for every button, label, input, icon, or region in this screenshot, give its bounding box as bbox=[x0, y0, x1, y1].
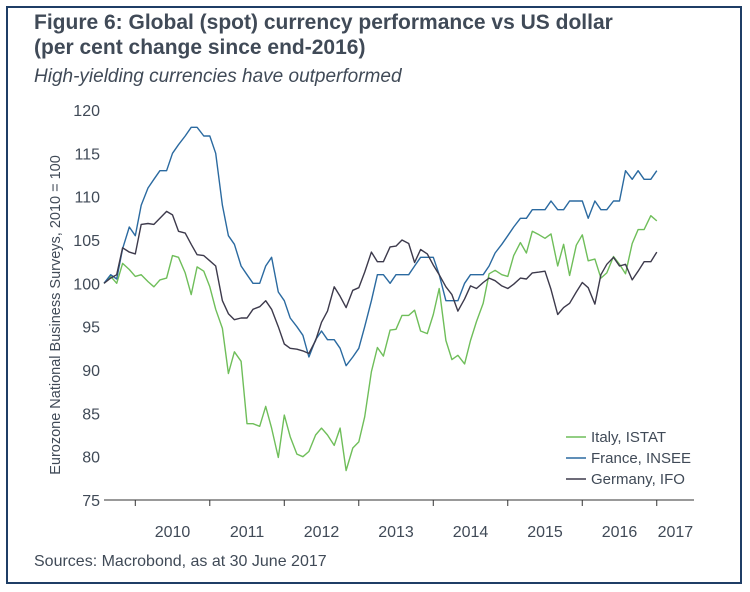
legend-label-italy: Italy, ISTAT bbox=[591, 429, 666, 446]
figure-frame bbox=[6, 6, 742, 584]
legend-label-germany: Germany, IFO bbox=[591, 471, 685, 488]
y-tick-label: 90 bbox=[82, 363, 100, 380]
chart-title-line-1: Figure 6: Global (spot) currency perform… bbox=[34, 11, 613, 34]
x-tick-label: 2012 bbox=[304, 524, 340, 541]
x-tick-label: 2011 bbox=[230, 524, 265, 541]
x-tick-label: 2014 bbox=[453, 524, 489, 541]
x-tick-label: 2010 bbox=[155, 524, 191, 541]
series-line-france bbox=[103, 126, 658, 367]
legend-label-france: France, INSEE bbox=[591, 450, 691, 467]
chart-subtitle: High-yielding currencies have outperform… bbox=[34, 66, 402, 87]
y-tick-label: 95 bbox=[82, 320, 100, 337]
x-tick-label: 2017 bbox=[658, 524, 694, 541]
y-tick-label: 105 bbox=[73, 233, 100, 250]
series-line-germany bbox=[103, 210, 658, 355]
y-tick-label: 115 bbox=[74, 146, 100, 163]
source-note: Sources: Macrobond, as at 30 June 2017 bbox=[34, 553, 327, 570]
chart-title: Figure 6: Global (spot) currency perform… bbox=[34, 10, 734, 60]
series-lines bbox=[103, 126, 658, 472]
series-line-italy bbox=[103, 215, 658, 472]
y-tick-label: 75 bbox=[82, 493, 100, 510]
x-axis-ticks: 2010 2011 2012 2013 2014 2015 2016 2017 bbox=[134, 500, 694, 541]
x-tick-label: 2015 bbox=[527, 524, 563, 541]
x-tick-label: 2016 bbox=[602, 524, 638, 541]
x-tick-label: 2013 bbox=[378, 524, 414, 541]
y-axis-ticks: 75 80 85 90 95 100 105 110 115 120 bbox=[73, 103, 100, 510]
y-axis-label: Eurozone National Business Surveys, 2010… bbox=[48, 155, 64, 475]
chart-legend: Italy, ISTAT France, INSEE Germany, IFO bbox=[566, 429, 691, 488]
y-tick-label: 85 bbox=[82, 406, 100, 423]
chart-title-line-2: (per cent change since end-2016) bbox=[34, 36, 366, 59]
y-tick-label: 100 bbox=[73, 276, 100, 293]
y-tick-label: 120 bbox=[73, 103, 100, 120]
y-tick-label: 110 bbox=[74, 190, 100, 207]
y-tick-label: 80 bbox=[82, 450, 100, 467]
